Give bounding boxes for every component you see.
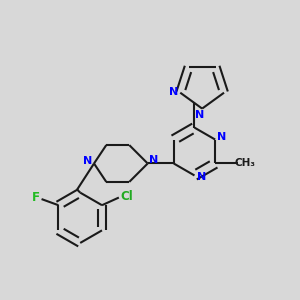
Text: N: N — [195, 110, 204, 120]
Text: N: N — [217, 131, 226, 142]
Text: N: N — [196, 172, 206, 182]
Text: N: N — [82, 156, 92, 166]
Text: N: N — [169, 87, 178, 97]
Text: Cl: Cl — [120, 190, 133, 202]
Text: F: F — [32, 191, 39, 204]
Text: N: N — [148, 155, 158, 165]
Text: CH₃: CH₃ — [234, 158, 255, 168]
